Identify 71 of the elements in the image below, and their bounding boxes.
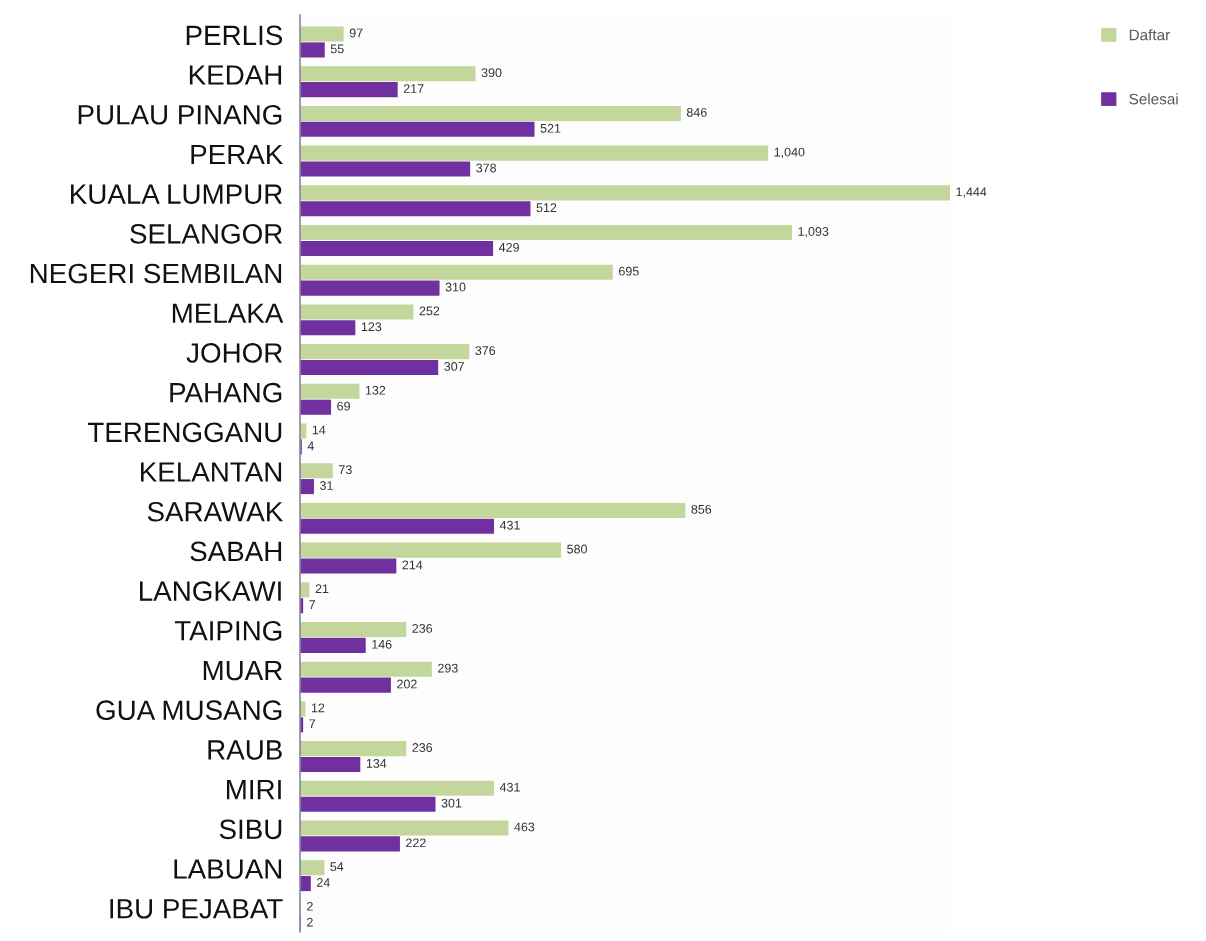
- data-label: 14: [312, 425, 326, 435]
- data-label: 856: [691, 504, 712, 514]
- data-label: 1,040: [774, 147, 805, 158]
- y-tick-label: MELAKA: [172, 303, 284, 323]
- data-label: 376: [475, 346, 496, 355]
- data-label: 512: [536, 203, 557, 213]
- data-label: 21: [315, 584, 329, 594]
- y-tick-label: MIRI: [226, 780, 281, 800]
- y-tick-label: SABAH: [190, 541, 282, 562]
- data-label: 54: [330, 862, 344, 872]
- data-label: 252: [419, 306, 440, 316]
- y-tick-label: LANGKAWI: [140, 581, 281, 601]
- y-tick-label: PULAU PINANG: [78, 104, 282, 125]
- data-label: 134: [366, 758, 387, 768]
- data-label: 7: [309, 600, 316, 609]
- data-label: 123: [361, 322, 382, 332]
- legend-label: Daftar: [1129, 29, 1170, 41]
- data-label: 12: [311, 703, 325, 713]
- data-label: 217: [403, 84, 424, 93]
- data-label: 214: [402, 560, 423, 570]
- data-label: 222: [406, 838, 426, 848]
- data-label: 1,444: [956, 187, 987, 198]
- y-tick-label: LABUAN: [174, 859, 282, 879]
- data-label: 431: [499, 782, 520, 792]
- data-label: 2: [307, 917, 313, 927]
- y-tick-label: SARAWAK: [147, 501, 284, 522]
- data-label: 2: [307, 901, 313, 911]
- y-tick-label: KEDAH: [189, 65, 282, 85]
- data-label: 73: [339, 465, 352, 475]
- data-label: 132: [365, 385, 386, 395]
- data-label: 97: [349, 28, 363, 38]
- data-label: 521: [540, 123, 561, 133]
- data-label: 307: [444, 362, 464, 371]
- y-tick-label: GUA MUSANG: [96, 700, 282, 721]
- y-tick-label: RAUB: [208, 740, 282, 760]
- y-tick-label: KELANTAN: [141, 462, 282, 482]
- y-tick-label: KUALA LUMPUR: [71, 184, 283, 204]
- data-label: 580: [567, 544, 587, 554]
- data-label: 429: [498, 242, 519, 252]
- data-label: 146: [372, 639, 392, 649]
- data-label: 310: [445, 282, 466, 292]
- data-label: 463: [514, 822, 535, 832]
- y-tick-label: TERENGGANU: [87, 422, 282, 443]
- y-tick-label: JOHOR: [186, 343, 283, 363]
- y-tick-label: NEGERI SEMBILAN: [30, 263, 282, 284]
- data-label: 390: [481, 68, 502, 78]
- data-label: 31: [319, 481, 333, 490]
- y-tick-label: PAHANG: [170, 382, 282, 403]
- data-label: 4: [307, 441, 314, 451]
- data-label: 378: [476, 163, 497, 173]
- y-tick-label: PERLIS: [186, 25, 283, 46]
- data-label: 846: [686, 107, 707, 117]
- data-label: 236: [412, 624, 433, 633]
- y-tick-label: PERAK: [191, 144, 284, 164]
- data-label: 202: [397, 679, 417, 689]
- y-tick-label: MUAR: [203, 660, 283, 681]
- data-label: 69: [337, 401, 350, 411]
- data-label: 236: [412, 743, 433, 752]
- data-label: 24: [316, 878, 330, 887]
- y-tick-label: TAIPING: [174, 620, 282, 641]
- legend-label: Selesai: [1129, 93, 1178, 105]
- data-label: 695: [619, 266, 639, 276]
- data-label: 1,093: [798, 227, 829, 238]
- y-tick-label: SIBU: [219, 819, 282, 840]
- y-tick-label: SELANGOR: [130, 224, 283, 244]
- y-tick-label: IBU PEJABAT: [110, 899, 283, 919]
- data-label: 431: [499, 520, 520, 530]
- data-label: 55: [330, 44, 344, 54]
- data-label: 301: [441, 798, 462, 808]
- data-label: 293: [438, 663, 458, 673]
- data-label: 7: [309, 719, 316, 729]
